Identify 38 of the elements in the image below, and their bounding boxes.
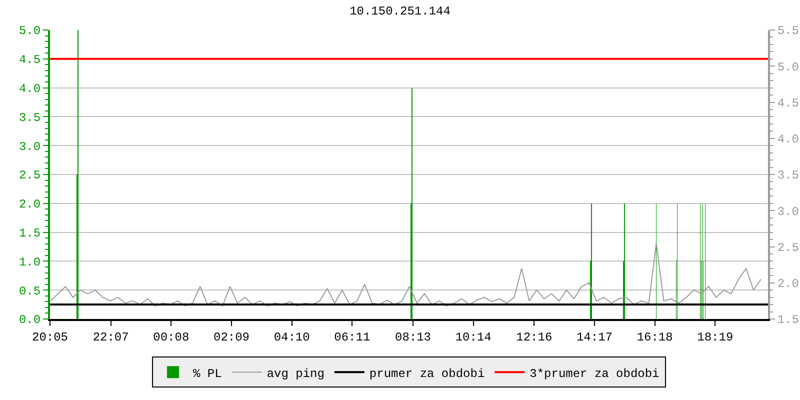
- legend-label: 3*prumer za obdobi: [530, 366, 660, 381]
- y-tick-label: 2.5: [18, 168, 41, 183]
- y2-tick-label: 5.0: [777, 60, 800, 74]
- x-tick-label: 12:16: [516, 330, 552, 344]
- x-tick-label: 08:13: [394, 330, 431, 344]
- y2-tick-label: 2.0: [777, 277, 800, 292]
- y-tick-label: 4.0: [18, 82, 41, 96]
- x-tick-label: 06:11: [334, 330, 370, 344]
- chart-title: 10.150.251.144: [350, 4, 450, 18]
- y-tick-label: 3.0: [18, 140, 41, 154]
- legend-label: % PL: [193, 366, 222, 381]
- y-tick-label: 4.5: [18, 53, 41, 68]
- x-tick-label: 00:08: [153, 330, 190, 344]
- y2-tick-label: 4.0: [777, 132, 800, 147]
- y2-tick-label: 4.5: [777, 96, 800, 110]
- x-tick-label: 22:07: [92, 330, 129, 344]
- y-tick-label: 0.5: [18, 284, 41, 298]
- x-tick-label: 16:18: [636, 330, 673, 344]
- y-tick-label: 2.0: [18, 198, 41, 212]
- y2-tick-label: 5.5: [777, 24, 800, 38]
- y-tick-label: 3.5: [18, 110, 41, 125]
- x-tick-label: 10:14: [455, 330, 492, 344]
- x-tick-label: 18:19: [697, 330, 734, 344]
- y2-tick-label: 2.5: [777, 240, 800, 255]
- x-tick-label: 14:17: [576, 330, 612, 344]
- x-tick-label: 20:05: [32, 330, 68, 344]
- x-tick-label: 02:09: [213, 330, 250, 344]
- y-tick-label: 5.0: [18, 24, 41, 38]
- legend-label: avg ping: [266, 366, 324, 381]
- y2-tick-label: 3.5: [777, 168, 800, 183]
- y-tick-label: 0.0: [18, 313, 41, 328]
- y2-tick-label: 1.5: [777, 313, 800, 328]
- legend-label: prumer za obdobi: [369, 366, 485, 381]
- y2-tick-label: 3.0: [777, 204, 800, 219]
- line-series: [50, 242, 762, 306]
- x-tick-label: 04:10: [274, 330, 310, 344]
- y-tick-label: 1.0: [18, 255, 41, 270]
- y-tick-label: 1.5: [18, 226, 41, 240]
